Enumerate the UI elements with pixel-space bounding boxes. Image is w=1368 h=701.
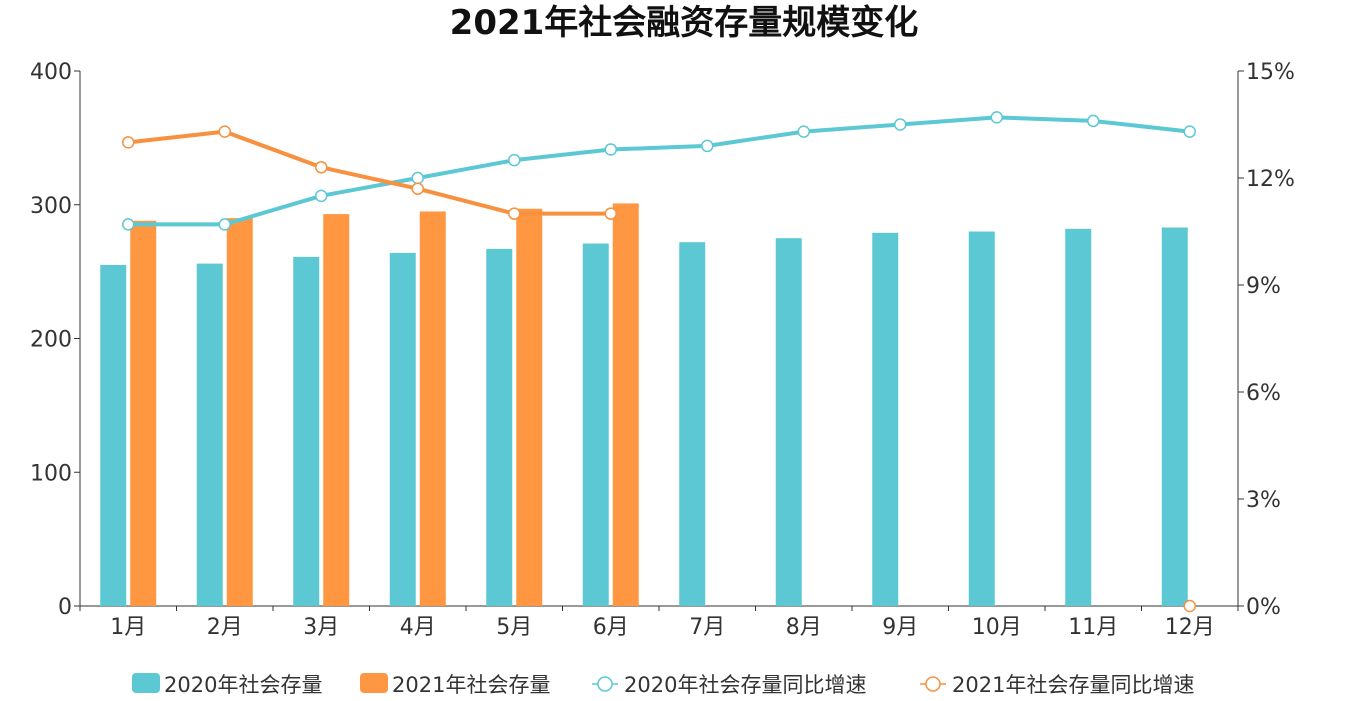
line-point-1 [604, 143, 617, 156]
bar-2 [226, 218, 253, 606]
legend-swatch-marker [597, 676, 613, 692]
line-point-2 [122, 136, 135, 149]
line-point-1 [508, 153, 521, 167]
bar-2 [516, 208, 543, 606]
bar-1 [486, 248, 513, 606]
legend-swatch-marker [925, 676, 941, 692]
line-point-2 [411, 182, 424, 195]
bar-2 [419, 211, 446, 606]
line-point-2 [604, 207, 617, 220]
line-point-1 [315, 189, 328, 203]
x-tick-label: 8月 [786, 615, 822, 640]
series-line-2 [126, 129, 613, 216]
line-point-1 [701, 139, 714, 153]
bar-1 [582, 243, 609, 606]
bar-2 [130, 220, 157, 607]
y-left-tick-label: 0 [58, 595, 72, 620]
bar-2 [323, 214, 350, 607]
legend-label: 2020年社会存量同比增速 [624, 673, 866, 697]
x-tick-label: 2月 [207, 615, 243, 640]
bar-1 [872, 232, 899, 606]
x-tick-label: 10月 [972, 615, 1022, 640]
x-tick-label: 12月 [1165, 615, 1215, 640]
bar-series [100, 203, 1188, 607]
x-tick-label: 5月 [496, 615, 532, 640]
bar-1 [968, 231, 995, 606]
line-point-1 [1183, 125, 1196, 138]
bar-1 [775, 238, 802, 606]
series-line-1 [126, 115, 1192, 227]
y-left-tick-label: 300 [30, 194, 72, 219]
bar-1 [1065, 228, 1092, 606]
line-series [122, 111, 1196, 613]
y-right-tick-label: 0% [1246, 595, 1281, 620]
y-right-tick-label: 15% [1246, 60, 1295, 85]
x-tick-label: 4月 [400, 615, 436, 640]
line-point-2 [315, 161, 328, 174]
legend-label: 2021年社会存量 [392, 673, 550, 697]
line-point-2 [508, 207, 521, 220]
line-point-1 [990, 111, 1003, 124]
x-tick-label: 6月 [593, 615, 629, 640]
line-point-1 [1087, 114, 1100, 128]
y-right-tick-label: 9% [1246, 274, 1281, 299]
line-point-1 [218, 218, 231, 231]
bar-1 [293, 256, 320, 606]
line-point-2 [218, 125, 231, 138]
legend-label: 2021年社会存量同比增速 [952, 673, 1194, 697]
chart-title: 2021年社会融资存量规模变化 [449, 3, 919, 43]
line-point-1 [797, 125, 810, 138]
axes: 0 100 200 300 400 0% 3% 6% 9% 12% 15% 1月 2月 3月 4月 5月 6月 7… [30, 60, 1295, 640]
bar-1 [196, 263, 223, 606]
y-right-tick-label: 3% [1246, 488, 1281, 513]
y-left-tick-label: 100 [30, 461, 72, 486]
bar-1 [679, 242, 706, 606]
x-tick-label: 7月 [689, 615, 725, 640]
y-right-tick-label: 6% [1246, 381, 1281, 406]
bar-1 [100, 264, 127, 606]
line-point-1 [122, 218, 135, 231]
line-point-2 [1183, 599, 1196, 613]
x-tick-label: 11月 [1068, 615, 1118, 640]
bar-1 [1161, 227, 1188, 607]
y-right-tick-label: 12% [1246, 167, 1295, 192]
legend-label: 2020年社会存量 [164, 673, 322, 697]
bar-1 [389, 252, 416, 606]
bar-2 [612, 203, 639, 606]
x-tick-label: 1月 [110, 615, 146, 640]
x-tick-label: 3月 [303, 615, 339, 640]
legend: 2020年社会存量 2021年社会存量 2020年社会存量同比增速 2021年社会存量… [132, 673, 1194, 697]
y-left-tick-label: 400 [30, 60, 72, 85]
line-point-1 [411, 171, 424, 185]
y-left-tick-label: 200 [30, 328, 72, 353]
legend-swatch-bar [132, 673, 160, 693]
x-tick-label: 9月 [882, 615, 918, 640]
line-point-1 [894, 118, 907, 131]
legend-swatch-bar [360, 673, 388, 693]
